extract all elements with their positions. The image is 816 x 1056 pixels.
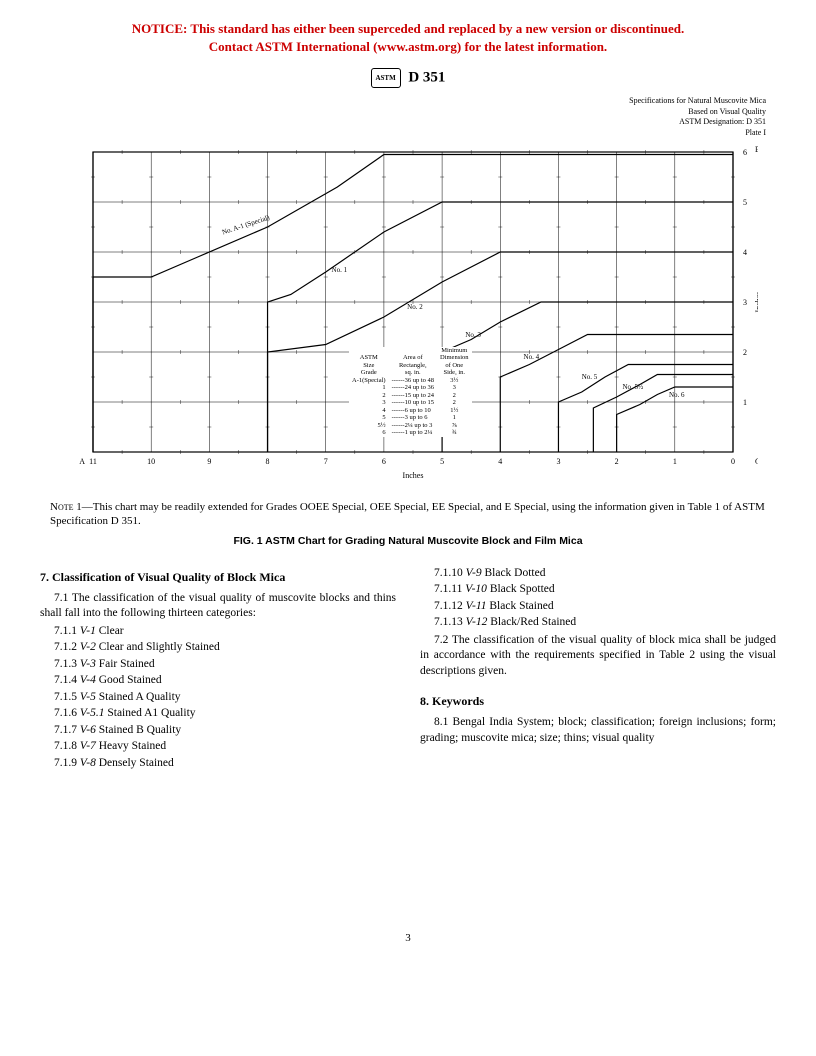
- sec8-p81: 8.1 Bengal India System; block; classifi…: [420, 715, 776, 746]
- body-columns: 7. Classification of Visual Quality of B…: [40, 565, 776, 773]
- sec8-heading: 8. Keywords: [420, 693, 776, 709]
- svg-text:5: 5: [743, 198, 747, 207]
- notice-line2: Contact ASTM International (www.astm.org…: [209, 39, 607, 54]
- vq-item: 7.1.6 V-5.1 Stained A1 Quality: [54, 706, 396, 722]
- svg-text:7: 7: [324, 457, 328, 466]
- svg-text:3: 3: [743, 298, 747, 307]
- svg-text:10: 10: [147, 457, 155, 466]
- spec-l3: ASTM Designation: D 351: [40, 117, 766, 127]
- svg-text:5: 5: [440, 457, 444, 466]
- vq-item: 7.1.10 V-9 Black Dotted: [434, 566, 776, 582]
- spec-l1: Specifications for Natural Muscovite Mic…: [40, 96, 766, 106]
- svg-text:4: 4: [498, 457, 502, 466]
- sec7-heading: 7. Classification of Visual Quality of B…: [40, 569, 396, 585]
- svg-text:1: 1: [743, 398, 747, 407]
- svg-text:9: 9: [207, 457, 211, 466]
- astm-logo: ASTM: [371, 68, 401, 88]
- notice-line1: NOTICE: This standard has either been su…: [132, 21, 684, 36]
- svg-text:A: A: [79, 457, 85, 466]
- curve-label: No. 4: [524, 353, 540, 361]
- vq-item: 7.1.5 V-5 Stained A Quality: [54, 690, 396, 706]
- vq-item: 7.1.7 V-6 Stained B Quality: [54, 723, 396, 739]
- vq-item: 7.1.8 V-7 Heavy Stained: [54, 739, 396, 755]
- svg-text:2: 2: [615, 457, 619, 466]
- svg-text:Inches: Inches: [403, 471, 424, 480]
- note-label: Note: [50, 501, 74, 513]
- sec7-p72: 7.2 The classification of the visual qua…: [420, 633, 776, 680]
- curve-label: No. 5: [582, 373, 598, 381]
- vq-item: 7.1.13 V-12 Black/Red Stained: [434, 615, 776, 631]
- curve-label: No. 5½: [622, 383, 643, 391]
- figure-title: FIG. 1 ASTM Chart for Grading Natural Mu…: [40, 535, 776, 547]
- spec-l4: Plate I: [40, 128, 766, 138]
- vq-item: 7.1.1 V-1 Clear: [54, 624, 396, 640]
- grading-chart: 01234567891011123456InchesInchesABC No. …: [58, 142, 758, 492]
- curve-label: No. 2: [407, 303, 423, 311]
- column-right: 7.1.10 V-9 Black Dotted7.1.11 V-10 Black…: [420, 565, 776, 773]
- vq-item: 7.1.9 V-8 Densely Stained: [54, 756, 396, 772]
- column-left: 7. Classification of Visual Quality of B…: [40, 565, 396, 773]
- svg-text:6: 6: [743, 148, 747, 157]
- figure-note: Note 1—This chart may be readily extende…: [50, 500, 776, 529]
- svg-text:6: 6: [382, 457, 386, 466]
- svg-text:Inches: Inches: [754, 291, 758, 312]
- svg-text:3: 3: [556, 457, 560, 466]
- svg-text:2: 2: [743, 348, 747, 357]
- svg-text:C: C: [755, 457, 758, 466]
- page-number: 3: [40, 932, 776, 944]
- vq-item: 7.1.2 V-2 Clear and Slightly Stained: [54, 640, 396, 656]
- svg-text:B: B: [755, 145, 758, 154]
- curve-label: No. 3: [465, 331, 481, 339]
- svg-text:0: 0: [731, 457, 735, 466]
- note-text: —This chart may be readily extended for …: [50, 501, 765, 527]
- vq-item: 7.1.4 V-4 Good Stained: [54, 673, 396, 689]
- sec7-p71: 7.1 The classification of the visual qua…: [40, 591, 396, 622]
- spec-l2: Based on Visual Quality: [40, 107, 766, 117]
- vq-item: 7.1.11 V-10 Black Spotted: [434, 582, 776, 598]
- vq-item: 7.1.12 V-11 Black Stained: [434, 599, 776, 615]
- svg-text:11: 11: [89, 457, 97, 466]
- standard-header: ASTM D 351: [40, 68, 776, 88]
- chart-legend: ASTMSizeGradeArea ofRectangle,sq. in.Min…: [349, 347, 472, 437]
- curve-label: No. 1: [332, 266, 348, 274]
- svg-text:8: 8: [266, 457, 270, 466]
- spec-title-block: Specifications for Natural Muscovite Mic…: [40, 96, 766, 138]
- svg-text:1: 1: [673, 457, 677, 466]
- notice-banner: NOTICE: This standard has either been su…: [40, 20, 776, 56]
- vq-item: 7.1.3 V-3 Fair Stained: [54, 657, 396, 673]
- svg-text:4: 4: [743, 248, 747, 257]
- standard-code: D 351: [408, 70, 445, 86]
- curve-label: No. 6: [669, 391, 685, 399]
